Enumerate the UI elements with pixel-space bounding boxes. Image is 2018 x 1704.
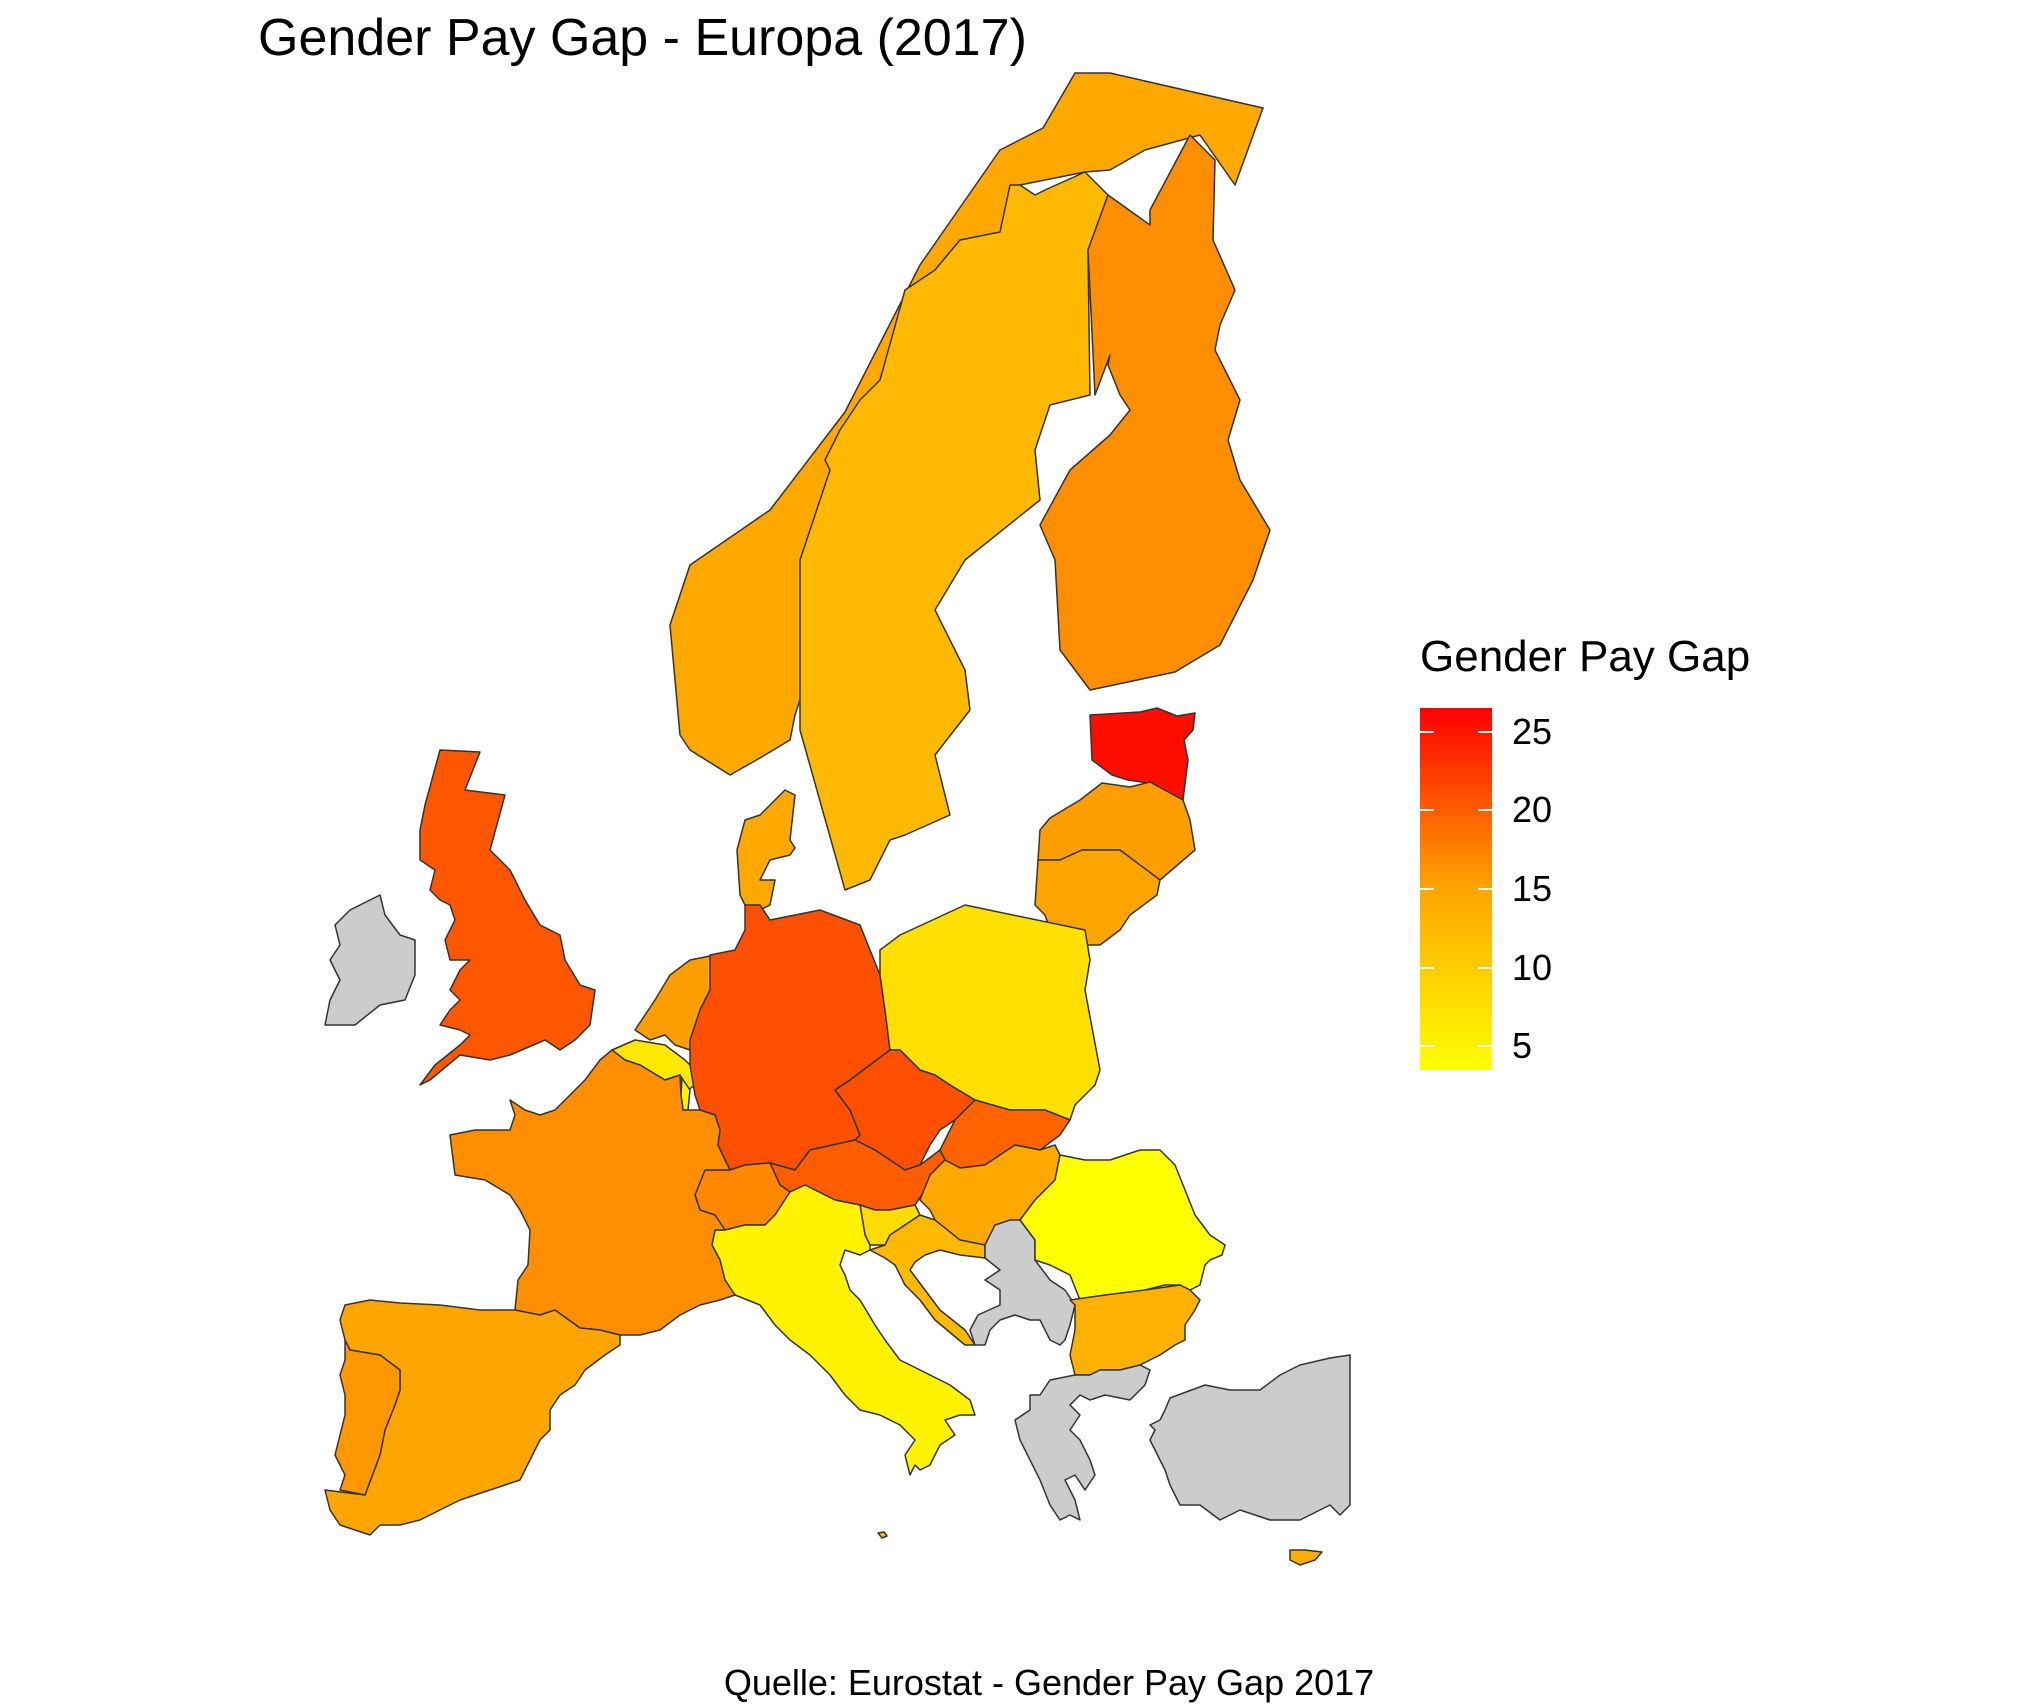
legend-tick-mark xyxy=(1420,809,1434,812)
region-sweden[interactable] xyxy=(799,171,1109,891)
region-united-kingdom[interactable] xyxy=(419,749,596,1086)
legend-tick-mark xyxy=(1478,966,1492,969)
legend: Gender Pay Gap 25 20 15 10 5 xyxy=(1420,632,1751,1070)
legend-tick-mark xyxy=(1478,809,1492,812)
region-estonia[interactable] xyxy=(1089,707,1196,801)
source-caption-text: Quelle: Eurostat - Gender Pay Gap 2017 xyxy=(723,1662,1375,1703)
chart-title: Gender Pay Gap - Europa (2017) xyxy=(258,9,1027,67)
region-cyprus[interactable] xyxy=(1289,1549,1323,1566)
legend-tick-mark xyxy=(1420,730,1434,733)
legend-tick-label: 20 xyxy=(1512,789,1553,831)
legend-tick-mark xyxy=(1420,1045,1434,1048)
legend-tick-mark xyxy=(1420,966,1434,969)
region-turkey[interactable] xyxy=(1149,1354,1351,1521)
region-malta[interactable] xyxy=(877,1531,888,1539)
legend-tick-label: 10 xyxy=(1512,946,1553,988)
legend-tick-mark xyxy=(1478,1045,1492,1048)
legend-tick-mark xyxy=(1478,730,1492,733)
region-finland[interactable] xyxy=(1039,134,1271,691)
region-lithuania[interactable] xyxy=(1034,849,1161,946)
legend-tick-mark xyxy=(1478,888,1492,890)
region-denmark[interactable] xyxy=(736,789,796,916)
legend-tick-label: 5 xyxy=(1512,1025,1533,1067)
legend-tick-label: 15 xyxy=(1512,868,1553,909)
region-greece[interactable] xyxy=(1014,1364,1151,1521)
region-portugal[interactable] xyxy=(334,1339,401,1496)
region-italy[interactable] xyxy=(711,1184,976,1476)
region-france[interactable] xyxy=(449,1049,736,1336)
source-caption: Quelle: Eurostat - Gender Pay Gap 2017 xyxy=(0,1662,2018,1704)
legend-title: Gender Pay Gap xyxy=(1420,632,1751,681)
region-ireland[interactable] xyxy=(324,894,416,1026)
region-bulgaria[interactable] xyxy=(1069,1284,1201,1376)
legend-tick-label: 25 xyxy=(1512,710,1553,752)
legend-tick-mark xyxy=(1420,888,1434,890)
